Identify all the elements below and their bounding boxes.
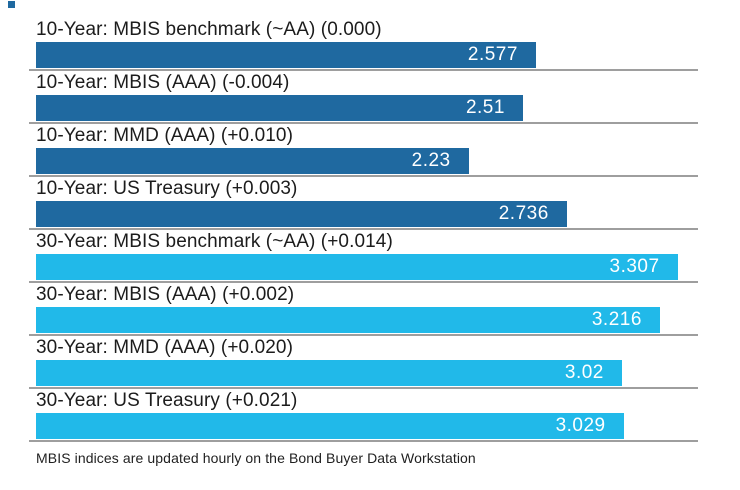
bar-row: 30-Year: MMD (AAA) (+0.020) 3.02	[29, 336, 700, 389]
bar-row: 10-Year: US Treasury (+0.003) 2.736	[29, 177, 700, 230]
bar: 3.307	[36, 254, 678, 280]
row-separator	[29, 334, 698, 336]
bar: 2.23	[36, 148, 469, 174]
bar: 3.216	[36, 307, 660, 333]
bar-value-label: 2.51	[465, 97, 505, 118]
bar-row: 30-Year: US Treasury (+0.021) 3.029	[29, 389, 700, 442]
bar-label: 30-Year: MBIS benchmark (~AA) (+0.014)	[36, 231, 393, 252]
bar-label: 30-Year: US Treasury (+0.021)	[36, 390, 298, 411]
bar: 2.51	[36, 95, 523, 121]
corner-marker	[8, 1, 15, 8]
bar-row: 30-Year: MBIS benchmark (~AA) (+0.014) 3…	[29, 230, 700, 283]
bar: 3.02	[36, 360, 622, 386]
row-separator	[29, 175, 698, 177]
bar-row: 10-Year: MBIS (AAA) (-0.004) 2.51	[29, 71, 700, 124]
bar-value-label: 3.216	[591, 309, 642, 330]
row-separator	[29, 122, 698, 124]
bar-label: 30-Year: MMD (AAA) (+0.020)	[36, 337, 294, 358]
bar-label: 10-Year: US Treasury (+0.003)	[36, 178, 298, 199]
bar-label: 10-Year: MBIS (AAA) (-0.004)	[36, 72, 290, 93]
row-separator	[29, 281, 698, 283]
row-separator	[29, 440, 698, 442]
bar-row: 10-Year: MBIS benchmark (~AA) (0.000) 2.…	[29, 18, 700, 71]
bar: 2.736	[36, 201, 567, 227]
footer-note: MBIS indices are updated hourly on the B…	[36, 450, 476, 466]
bar-value-label: 2.736	[498, 203, 549, 224]
bar: 2.577	[36, 42, 536, 68]
bar-label: 30-Year: MBIS (AAA) (+0.002)	[36, 284, 295, 305]
bar-row: 30-Year: MBIS (AAA) (+0.002) 3.216	[29, 283, 700, 336]
bar-value-label: 3.029	[555, 415, 606, 436]
rows-mount: 10-Year: MBIS benchmark (~AA) (0.000) 2.…	[29, 18, 700, 442]
bar-label: 10-Year: MBIS benchmark (~AA) (0.000)	[36, 19, 382, 40]
row-separator	[29, 387, 698, 389]
bar-value-label: 2.23	[411, 150, 451, 171]
bar: 3.029	[36, 413, 624, 439]
bar-value-label: 3.02	[564, 362, 604, 383]
chart-rows: 10-Year: MBIS benchmark (~AA) (0.000) 2.…	[29, 18, 700, 467]
row-separator	[29, 228, 698, 230]
bar-value-label: 3.307	[609, 256, 660, 277]
bar-value-label: 2.577	[467, 44, 518, 65]
row-separator	[29, 69, 698, 71]
bar-label: 10-Year: MMD (AAA) (+0.010)	[36, 125, 294, 146]
bar-row: 10-Year: MMD (AAA) (+0.010) 2.23	[29, 124, 700, 177]
